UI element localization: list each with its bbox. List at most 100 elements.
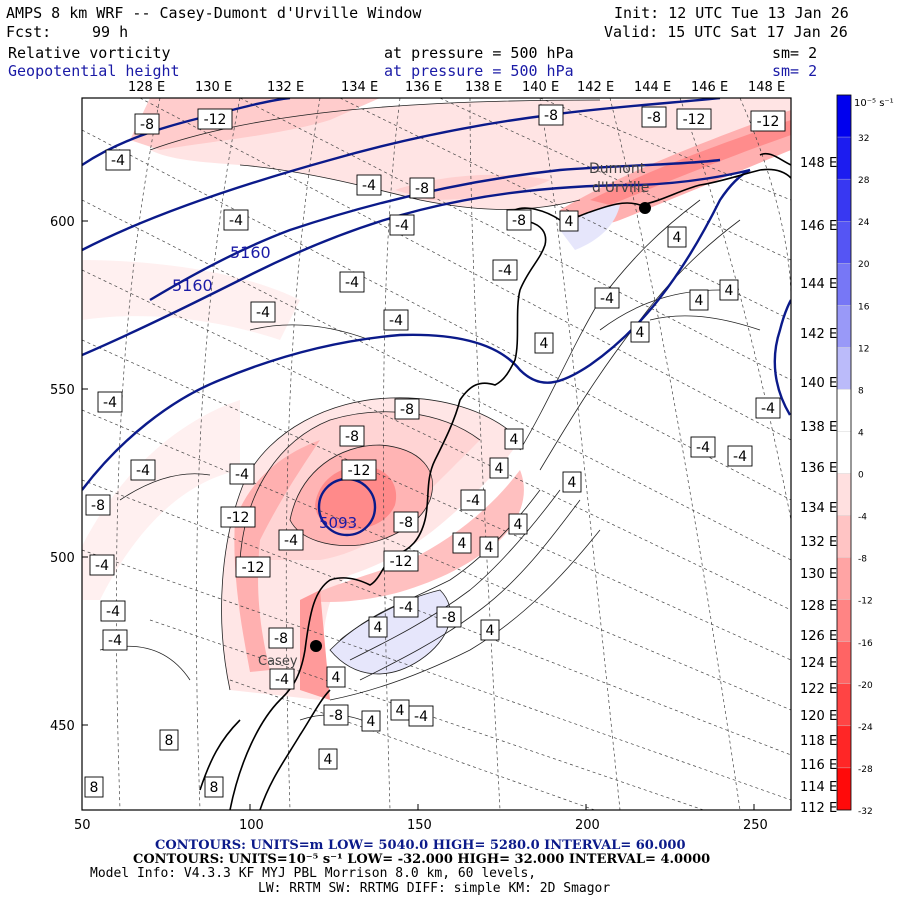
svg-text:4: 4 [485,540,494,556]
vorticity-value-box: -8 [538,104,564,126]
svg-text:4: 4 [510,432,519,448]
colorbar-segment [836,305,852,348]
vorticity-value-box: 4 [508,513,528,535]
top-lon-label: 146 E [691,80,728,95]
svg-text:-4: -4 [235,467,249,483]
x-tick-150: 150 [407,818,432,833]
vorticity-value-box: -8 [268,627,294,649]
vorticity-value-box: -4 [102,629,128,651]
svg-text:-4: -4 [414,709,428,725]
right-lon-label: 118 E [800,734,837,749]
vorticity-value-box: -4 [269,668,295,690]
x-tick-100: 100 [239,818,264,833]
svg-text:4: 4 [725,283,734,299]
vorticity-value-box: 4 [480,619,500,641]
right-lon-label: 124 E [800,656,837,671]
field1-level: at pressure = 500 hPa [384,44,574,62]
vorticity-value-box: -8 [506,209,532,231]
svg-text:8: 8 [210,780,219,796]
colorbar-label: -32 [858,807,873,817]
forecast-label: Fcst: [6,23,52,41]
y-tick-450: 450 [50,719,75,734]
vorticity-value-box: -12 [341,459,377,481]
vorticity-value-box: -4 [250,301,276,323]
vorticity-value-box: -4 [460,489,486,511]
right-lon-label: 132 E [800,535,837,550]
vorticity-value-box: -4 [223,209,249,231]
right-lon-label: 136 E [800,461,837,476]
x-tick-200: 200 [575,818,600,833]
vorticity-value-box: -4 [408,705,434,727]
svg-text:-8: -8 [140,117,154,133]
right-lon-label: 146 E [800,219,837,234]
svg-text:-4: -4 [696,440,710,456]
svg-text:-4: -4 [229,213,243,229]
svg-text:-4: -4 [498,263,512,279]
svg-text:-4: -4 [256,305,270,321]
colorbar-label: 12 [858,344,869,354]
vorticity-value-box: 4 [504,428,524,450]
durville-label: d'Urville [592,180,649,196]
x-tick-250: 250 [743,818,768,833]
vorticity-value-box: -8 [134,113,160,135]
colorbar-label: 16 [858,302,870,312]
field2-level: at pressure = 500 hPa [384,62,574,80]
top-longitude-labels: 128 E 130 E 132 E 134 E 136 E 138 E 140 E 142 E… [128,80,785,95]
field1-smoothing: sm= 2 [772,44,818,62]
x-tick-50: 50 [74,818,91,833]
vorticity-value-box: -4 [229,463,255,485]
vorticity-value-box: -4 [727,445,753,467]
colorbar-segment [836,136,852,180]
top-lon-label: 142 E [577,80,614,95]
low-center-value: 5093 [319,514,357,532]
colorbar-frame [836,94,852,811]
vorticity-value-box: 4 [689,289,709,311]
svg-text:-8: -8 [91,498,105,514]
valid-time: Valid: 15 UTC Sat 17 Jan 26 [604,23,848,41]
vorticity-value-box: -8 [409,177,435,199]
svg-text:-4: -4 [761,401,775,417]
colorbar-label: 32 [858,134,869,144]
svg-text:4: 4 [514,517,523,533]
vorticity-value-box: 4 [326,666,346,688]
vorticity-value-box: -12 [197,108,233,130]
colorbar-segment [836,725,852,769]
map-title: AMPS 8 km WRF -- Casey-Dumont d'Urville … [6,4,422,22]
vorticity-value-box: -8 [339,425,365,447]
svg-text:4: 4 [486,623,495,639]
colorbar-segment [836,263,852,306]
vorticity-value-box: -8 [393,511,419,533]
vorticity-value-box: 4 [489,457,509,479]
vorticity-value-box: -8 [641,106,667,128]
vorticity-value-box: 4 [368,616,388,638]
svg-text:-12: -12 [683,112,706,128]
vorticity-value-box: 4 [719,279,739,301]
colorbar-label: 24 [858,218,870,228]
svg-text:4: 4 [324,752,333,768]
colorbar-segment [836,178,852,222]
right-lon-label: 144 E [800,277,837,292]
latlon-grid [82,98,791,810]
svg-text:4: 4 [367,714,376,730]
colorbar-label: -24 [858,723,873,733]
svg-text:4: 4 [396,703,405,719]
vorticity-value-box: -4 [339,271,365,293]
svg-text:-4: -4 [95,558,109,574]
top-lon-label: 128 E [128,80,165,95]
colorbar-label: 4 [858,428,864,438]
colorbar-label: 0 [858,471,864,481]
svg-text:-4: -4 [275,672,289,688]
colorbar-segment [836,94,852,138]
contour-label-5160-a: 5160 [230,243,271,262]
forecast-hours: 99 h [92,23,129,41]
svg-text:-4: -4 [111,153,125,169]
right-lon-label: 120 E [800,709,837,724]
vorticity-value-box: -4 [356,174,382,196]
vorticity-value-box: 4 [390,699,410,721]
right-lon-label: 148 E [800,156,837,171]
right-lon-label: 134 E [800,501,837,516]
footer-height-contours: CONTOURS: UNITS=m LOW= 5040.0 HIGH= 5280… [155,838,686,853]
svg-text:4: 4 [673,230,682,246]
svg-text:-4: -4 [362,178,376,194]
vorticity-value-box: 8 [159,729,179,751]
